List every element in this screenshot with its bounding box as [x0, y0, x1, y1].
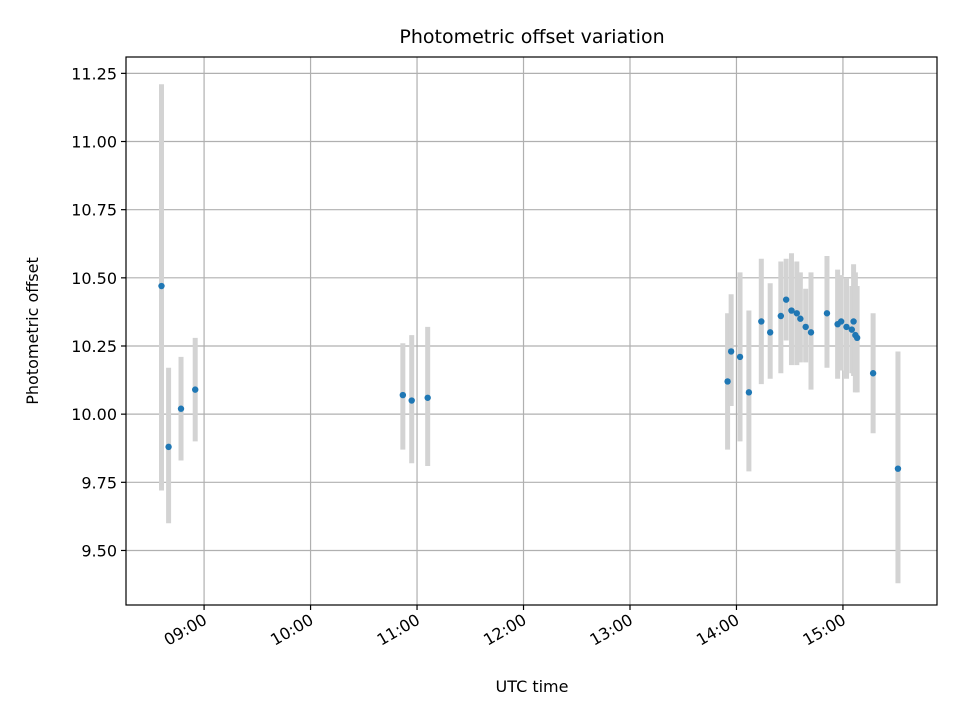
data-point	[797, 315, 804, 322]
chart-title: Photometric offset variation	[399, 26, 664, 48]
data-point	[736, 353, 744, 361]
y-axis-label: Photometric offset	[23, 257, 42, 405]
data-point	[408, 397, 415, 404]
data-point	[727, 348, 735, 355]
data-point	[177, 405, 185, 412]
y-tick-label: 11.25	[71, 64, 117, 83]
data-point	[788, 307, 795, 314]
data-point	[424, 394, 431, 401]
y-tick-label: 11.00	[71, 133, 117, 152]
data-point	[777, 312, 785, 320]
data-point	[793, 310, 801, 317]
data-point	[165, 443, 172, 451]
y-tick-label: 10.25	[71, 337, 117, 356]
data-point	[807, 329, 815, 336]
data-point	[192, 386, 199, 393]
data-point	[782, 296, 790, 303]
data-point	[766, 329, 774, 336]
data-point	[724, 378, 731, 385]
y-tick-label: 9.50	[81, 541, 117, 560]
data-point	[158, 282, 165, 290]
y-tick-label: 10.00	[71, 405, 117, 424]
data-point	[399, 391, 407, 399]
data-point	[837, 318, 845, 325]
data-point	[843, 323, 850, 331]
data-point	[758, 318, 765, 325]
y-tick-label: 9.75	[81, 473, 117, 492]
y-tick-label: 10.75	[71, 201, 117, 220]
data-point	[853, 334, 861, 342]
plot-frame	[125, 56, 938, 606]
data-point	[745, 389, 753, 396]
data-points	[158, 282, 902, 472]
data-point	[869, 370, 877, 377]
y-tick-label: 10.50	[71, 269, 117, 288]
data-point	[894, 465, 902, 472]
data-point	[823, 310, 831, 317]
grid	[126, 57, 937, 605]
y-axis-ticks: 9.50 9.75 10.00 10.25 10.50 10.75 11.00 11.25	[71, 64, 126, 560]
data-point	[802, 323, 809, 331]
data-point	[850, 318, 857, 325]
x-axis-label: UTC time	[496, 677, 569, 696]
data-point	[848, 326, 856, 333]
